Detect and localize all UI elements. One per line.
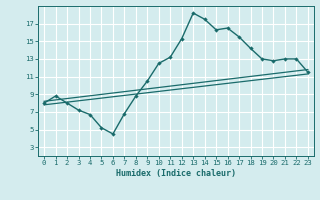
X-axis label: Humidex (Indice chaleur): Humidex (Indice chaleur) <box>116 169 236 178</box>
